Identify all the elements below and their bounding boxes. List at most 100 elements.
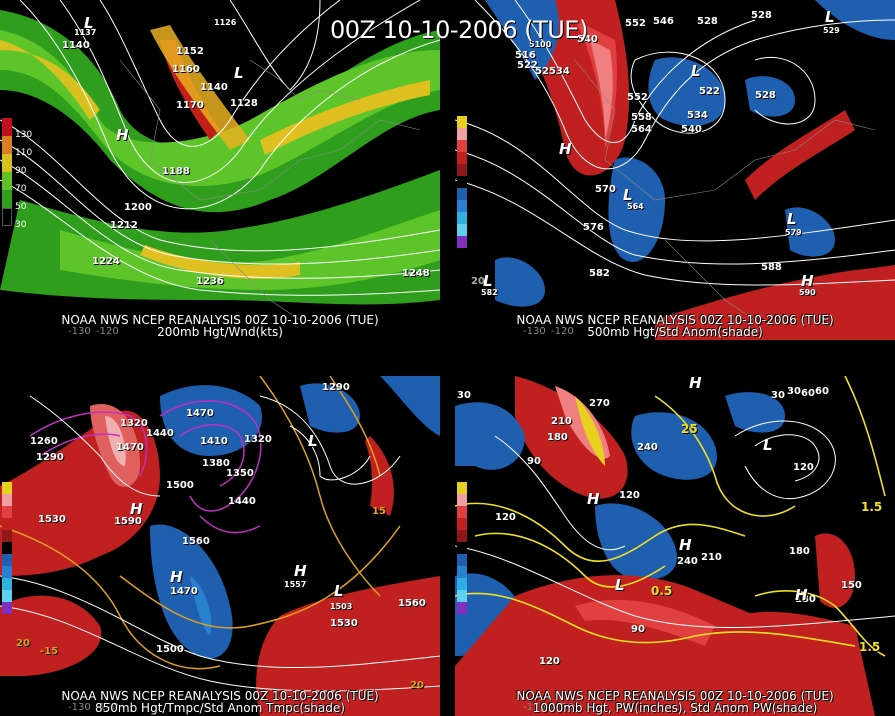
- contour-label: 576: [583, 222, 604, 233]
- high-pressure-center: H: [170, 568, 183, 586]
- longitude-tick: -130: [68, 326, 91, 337]
- contour-label: 20: [471, 276, 485, 287]
- contour-label: 1200: [124, 202, 152, 213]
- contour-label: 1470: [116, 442, 144, 453]
- contour-label: 120: [539, 656, 560, 667]
- contour-label: 516: [515, 50, 536, 61]
- high-pressure-center: H: [294, 562, 307, 580]
- contour-label: -15: [40, 646, 59, 657]
- contour-label: 1170: [176, 100, 204, 111]
- contour-label: 1560: [182, 536, 210, 547]
- contour-label: 1440: [146, 428, 174, 439]
- low-pressure-center: L: [623, 186, 633, 204]
- map-500mb: [455, 0, 895, 340]
- contour-label: 1500: [156, 644, 184, 655]
- contour-label: 25: [681, 422, 698, 436]
- legend-200mb: 130 110 90 70 50 30: [2, 118, 32, 230]
- contour-label: 5100: [529, 40, 552, 49]
- low-pressure-center: L: [84, 14, 94, 32]
- contour-label: 564: [631, 124, 652, 135]
- map-200mb: [0, 0, 440, 321]
- contour-label: 570: [595, 184, 616, 195]
- low-pressure-center: L: [234, 64, 244, 82]
- low-pressure-center: L: [308, 432, 318, 450]
- contour-label: 180: [547, 432, 568, 443]
- contour-label: 1248: [402, 268, 430, 279]
- contour-label: 1224: [92, 256, 120, 267]
- contour-label: 15: [372, 506, 386, 517]
- contour-label: 1440: [228, 496, 256, 507]
- contour-label: 180: [795, 594, 816, 605]
- contour-label: 1212: [110, 220, 138, 231]
- panel-caption-field: 200mb Hgt/Wnd(kts): [157, 325, 283, 339]
- legend-value: 110: [15, 148, 33, 158]
- legend-500mb: [457, 116, 467, 248]
- longitude-tick: -130: [68, 702, 91, 713]
- contour-label: 1236: [196, 276, 224, 287]
- contour-label: 210: [551, 416, 572, 427]
- high-pressure-center: H: [795, 586, 808, 604]
- contour-label: 1410: [200, 436, 228, 447]
- low-pressure-center: L: [615, 576, 625, 594]
- contour-label: 270: [589, 398, 610, 409]
- contour-label: 1290: [36, 452, 64, 463]
- contour-label: 150: [841, 580, 862, 591]
- panel-caption-source: NOAA NWS NCEP REANALYSIS 00Z 10-10-2006 …: [61, 689, 379, 703]
- contour-label: 1530: [38, 514, 66, 525]
- contour-label: 240: [677, 556, 698, 567]
- legend-850mb: [2, 482, 12, 614]
- contour-label: 0.5: [651, 584, 673, 598]
- contour-label: 120: [793, 462, 814, 473]
- panel-1000mb-precipitable-water: 30 270 210 180 120 90 60 240 150 120 180…: [455, 376, 895, 716]
- contour-label: 534: [687, 110, 708, 121]
- contour-label: 1470: [186, 408, 214, 419]
- contour-label: 582: [589, 268, 610, 279]
- panel-caption-field: 500mb Hgt/Std Anom(shade): [587, 325, 763, 339]
- legend-value: 50: [15, 202, 27, 212]
- contour-label: 529: [823, 26, 840, 35]
- contour-label: 240: [637, 442, 658, 453]
- contour-label: 1128: [230, 98, 258, 109]
- panel-caption-source: NOAA NWS NCEP REANALYSIS 00Z 10-10-2006 …: [516, 313, 834, 327]
- contour-label: 1470: [170, 586, 198, 597]
- contour-label: 1126: [214, 18, 237, 27]
- contour-label: 590: [799, 288, 816, 297]
- contour-label: 210: [701, 552, 722, 563]
- contour-label: 588: [761, 262, 782, 273]
- longitude-tick: -120: [551, 326, 574, 337]
- contour-label: 60: [815, 386, 829, 397]
- main-title: 00Z 10-10-2006 (TUE): [330, 16, 588, 44]
- contour-label: 552: [625, 18, 646, 29]
- contour-label: 1590: [114, 516, 142, 527]
- high-pressure-center: H: [801, 272, 814, 290]
- panel-caption-source: NOAA NWS NCEP REANALYSIS 00Z 10-10-2006 …: [516, 689, 834, 703]
- contour-label: 522: [699, 86, 720, 97]
- contour-label: 120: [495, 512, 516, 523]
- contour-label: 522: [517, 60, 538, 71]
- high-pressure-center: H: [130, 500, 143, 518]
- contour-label: 30: [787, 386, 801, 397]
- high-pressure-center: H: [587, 490, 600, 508]
- panel-200mb-height-wind: 130 110 90 70 50 30 1140 1137 1126 1152 …: [0, 0, 440, 340]
- contour-label: 540: [577, 34, 598, 45]
- high-pressure-center: H: [679, 536, 692, 554]
- high-pressure-center: H: [689, 376, 702, 392]
- contour-label: 1320: [244, 434, 272, 445]
- low-pressure-center: L: [825, 8, 835, 26]
- low-pressure-center: L: [787, 210, 797, 228]
- contour-label: 90: [631, 624, 645, 635]
- panel-850mb-height-temperature: 1290 1260 1320 1440 1470 1410 1320 1380 …: [0, 376, 440, 716]
- longitude-tick: -120: [96, 702, 119, 713]
- contour-label: 1.5: [859, 640, 881, 654]
- contour-label: 540: [681, 124, 702, 135]
- legend-value: 90: [15, 166, 27, 176]
- low-pressure-center: L: [691, 62, 701, 80]
- map-1000mb: [455, 376, 895, 716]
- contour-label: 528: [697, 16, 718, 27]
- contour-label: 546: [653, 16, 674, 27]
- map-850mb: [0, 376, 440, 716]
- panel-caption-source: NOAA NWS NCEP REANALYSIS 00Z 10-10-2006 …: [61, 313, 379, 327]
- contour-label: 30: [771, 390, 785, 401]
- low-pressure-center: L: [763, 436, 773, 454]
- longitude-tick: -120: [96, 326, 119, 337]
